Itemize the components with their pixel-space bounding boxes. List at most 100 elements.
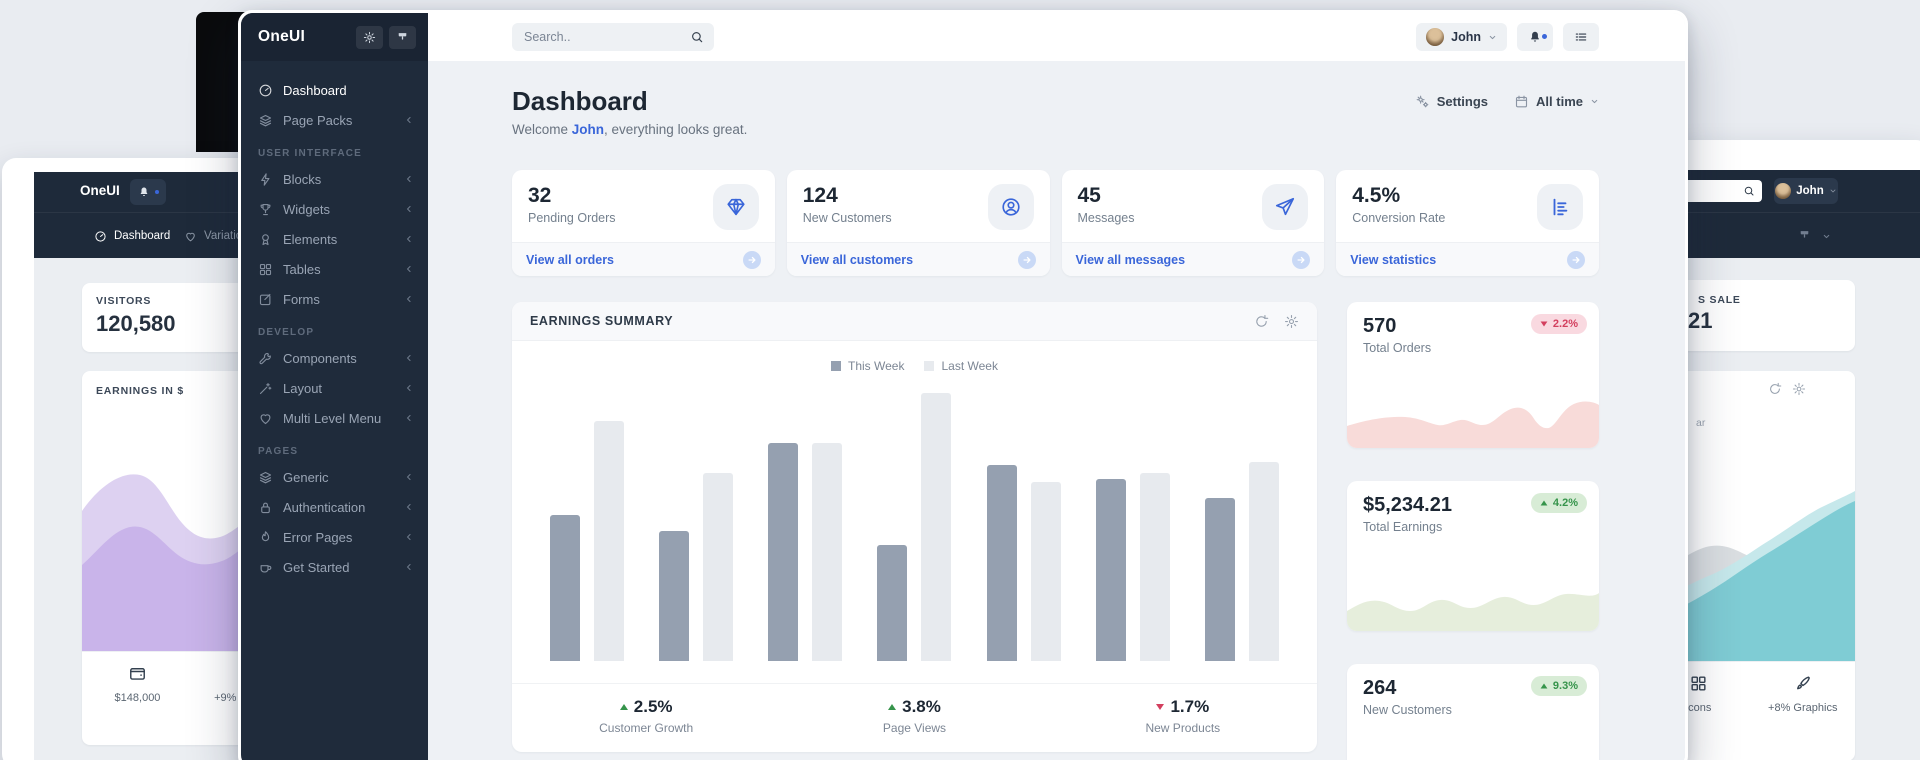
earnings-summary-title: EARNINGS SUMMARY (530, 314, 674, 328)
bell-button[interactable] (130, 179, 166, 205)
search-box[interactable] (512, 23, 714, 51)
sidebar-item-widgets[interactable]: Widgets (241, 194, 428, 224)
paint-brush-icon (396, 31, 409, 44)
notification-dot (1542, 34, 1547, 39)
main-column: John Dashboar (428, 13, 1685, 760)
grid-icon (258, 262, 273, 277)
paint-brush-icon[interactable] (1798, 229, 1811, 242)
bell-icon (138, 186, 150, 198)
refresh-icon[interactable] (1768, 382, 1782, 396)
footer-cell-graphics[interactable]: +8% Graphics (1751, 662, 1856, 760)
green-area-chart (1347, 593, 1599, 631)
brand-logo[interactable]: OneUI (258, 28, 306, 45)
bar-this-week (768, 442, 799, 661)
sidebar-section-develop: DEVELOP (258, 327, 315, 338)
sidebar-nav: Dashboard Page Packs USER INTERFACE Blocks W… (241, 61, 428, 582)
bg-right-user-menu[interactable]: John (1774, 178, 1838, 204)
chevron-down-icon (1488, 33, 1497, 42)
gear-icon[interactable] (1792, 382, 1806, 396)
sidebar-item-blocks[interactable]: Blocks (241, 164, 428, 194)
search-icon (690, 30, 704, 44)
bar-last-week (812, 442, 843, 661)
refresh-icon[interactable] (1254, 314, 1269, 329)
search-input[interactable] (522, 29, 682, 45)
bg-right-panel-footer: Icons +8% Graphics (1646, 661, 1855, 760)
trophy-icon (258, 202, 273, 217)
bar-last-week (921, 393, 952, 661)
side-overlay-button[interactable] (1563, 23, 1599, 51)
arrow-right-circle-icon (1017, 250, 1036, 269)
sidebar-item-generic[interactable]: Generic (241, 462, 428, 492)
chevron-down-icon[interactable] (1822, 232, 1831, 241)
chevron-left-icon (404, 353, 414, 363)
sidebar-item-forms[interactable]: Forms (241, 284, 428, 314)
total-orders-badge: 2.2% (1530, 314, 1587, 334)
sidebar-item-elements[interactable]: Elements (241, 224, 428, 254)
footer-cell-icons[interactable]: Icons (1646, 662, 1751, 760)
chevron-down-icon (1590, 97, 1599, 106)
visitors-label: VISITORS (96, 295, 152, 307)
sidebar-item-authentication[interactable]: Authentication (241, 492, 428, 522)
new-customers-badge: 9.3% (1530, 676, 1587, 696)
sidebar-item-page-packs[interactable]: Page Packs (241, 105, 428, 135)
welcome-user-link[interactable]: John (571, 122, 605, 137)
theme-picker-button[interactable] (389, 25, 416, 49)
gear-icon[interactable] (1284, 314, 1299, 329)
chevron-left-icon (404, 294, 414, 304)
footer-cell-earnings-amount[interactable]: $148,000 (82, 652, 193, 745)
legend-this-week: This Week (831, 359, 904, 373)
lock-icon (258, 500, 273, 515)
arrow-right-circle-icon (1292, 250, 1311, 269)
earnings-in-dollars-title: EARNINGS IN $ (96, 385, 184, 397)
wand-icon (258, 381, 273, 396)
arrow-right-circle-icon (742, 250, 761, 269)
page-title: Dashboard (512, 86, 648, 116)
earnings-bar-chart (550, 385, 1279, 661)
total-earnings-card: $5,234.21 Total Earnings 4.2% (1347, 481, 1599, 631)
bg-right-navbar (1654, 212, 1920, 259)
bar-this-week (877, 545, 908, 661)
arrow-right-circle-icon (1567, 250, 1585, 269)
view-all-orders-link[interactable]: View all orders (512, 242, 775, 276)
bar-this-week (1095, 478, 1126, 661)
bar-group-4 (877, 385, 952, 661)
bar-group-3 (768, 385, 843, 661)
view-all-customers-link[interactable]: View all customers (786, 242, 1050, 276)
view-all-messages-link[interactable]: View all messages (1061, 242, 1325, 276)
heart-icon (184, 230, 197, 243)
visitors-value: 120,580 (96, 311, 176, 336)
stat-customer-growth: 2.5% Customer Growth (599, 697, 694, 735)
bar-group-1 (550, 385, 624, 661)
user-name: John (1451, 30, 1481, 44)
stat-cards-row: 32 Pending Orders View all orders 124 New … (512, 170, 1599, 276)
bg-left-brand: OneUI (80, 183, 120, 198)
avatar (1775, 183, 1792, 199)
sidebar-item-get-started[interactable]: Get Started (241, 552, 428, 582)
list-icon (1574, 30, 1588, 44)
chevron-left-icon (404, 264, 414, 274)
sidebar-settings-button[interactable] (356, 25, 383, 49)
sidebar-item-tables[interactable]: Tables (241, 254, 428, 284)
notifications-button[interactable] (1517, 23, 1553, 51)
sale-value: 21 (1688, 308, 1713, 333)
bar-this-week (1204, 498, 1235, 661)
stat-card-pending-orders: 32 Pending Orders View all orders (512, 170, 775, 276)
sidebar-item-multi-level-menu[interactable]: Multi Level Menu (241, 403, 428, 433)
sidebar-item-components[interactable]: Components (241, 343, 428, 373)
heart-icon (258, 411, 273, 426)
view-statistics-link[interactable]: View statistics (1336, 242, 1599, 276)
new-customers-card: 264 New Customers 9.3% (1347, 664, 1599, 760)
sidebar-item-error-pages[interactable]: Error Pages (241, 522, 428, 552)
bar-last-week (1248, 462, 1279, 661)
settings-control[interactable]: Settings (1415, 94, 1488, 109)
legend-fragment: ar (1696, 417, 1706, 429)
stat-card-messages: 45 Messages View all messages (1061, 170, 1325, 276)
sidebar-item-layout[interactable]: Layout (241, 373, 428, 403)
bg-left-nav-dashboard[interactable]: Dashboard (94, 213, 170, 259)
bolt-icon (258, 172, 273, 187)
user-menu[interactable]: John (1416, 23, 1507, 51)
sidebar-item-dashboard[interactable]: Dashboard (241, 75, 428, 105)
time-range-control[interactable]: All time (1514, 94, 1599, 109)
award-icon (258, 232, 273, 247)
